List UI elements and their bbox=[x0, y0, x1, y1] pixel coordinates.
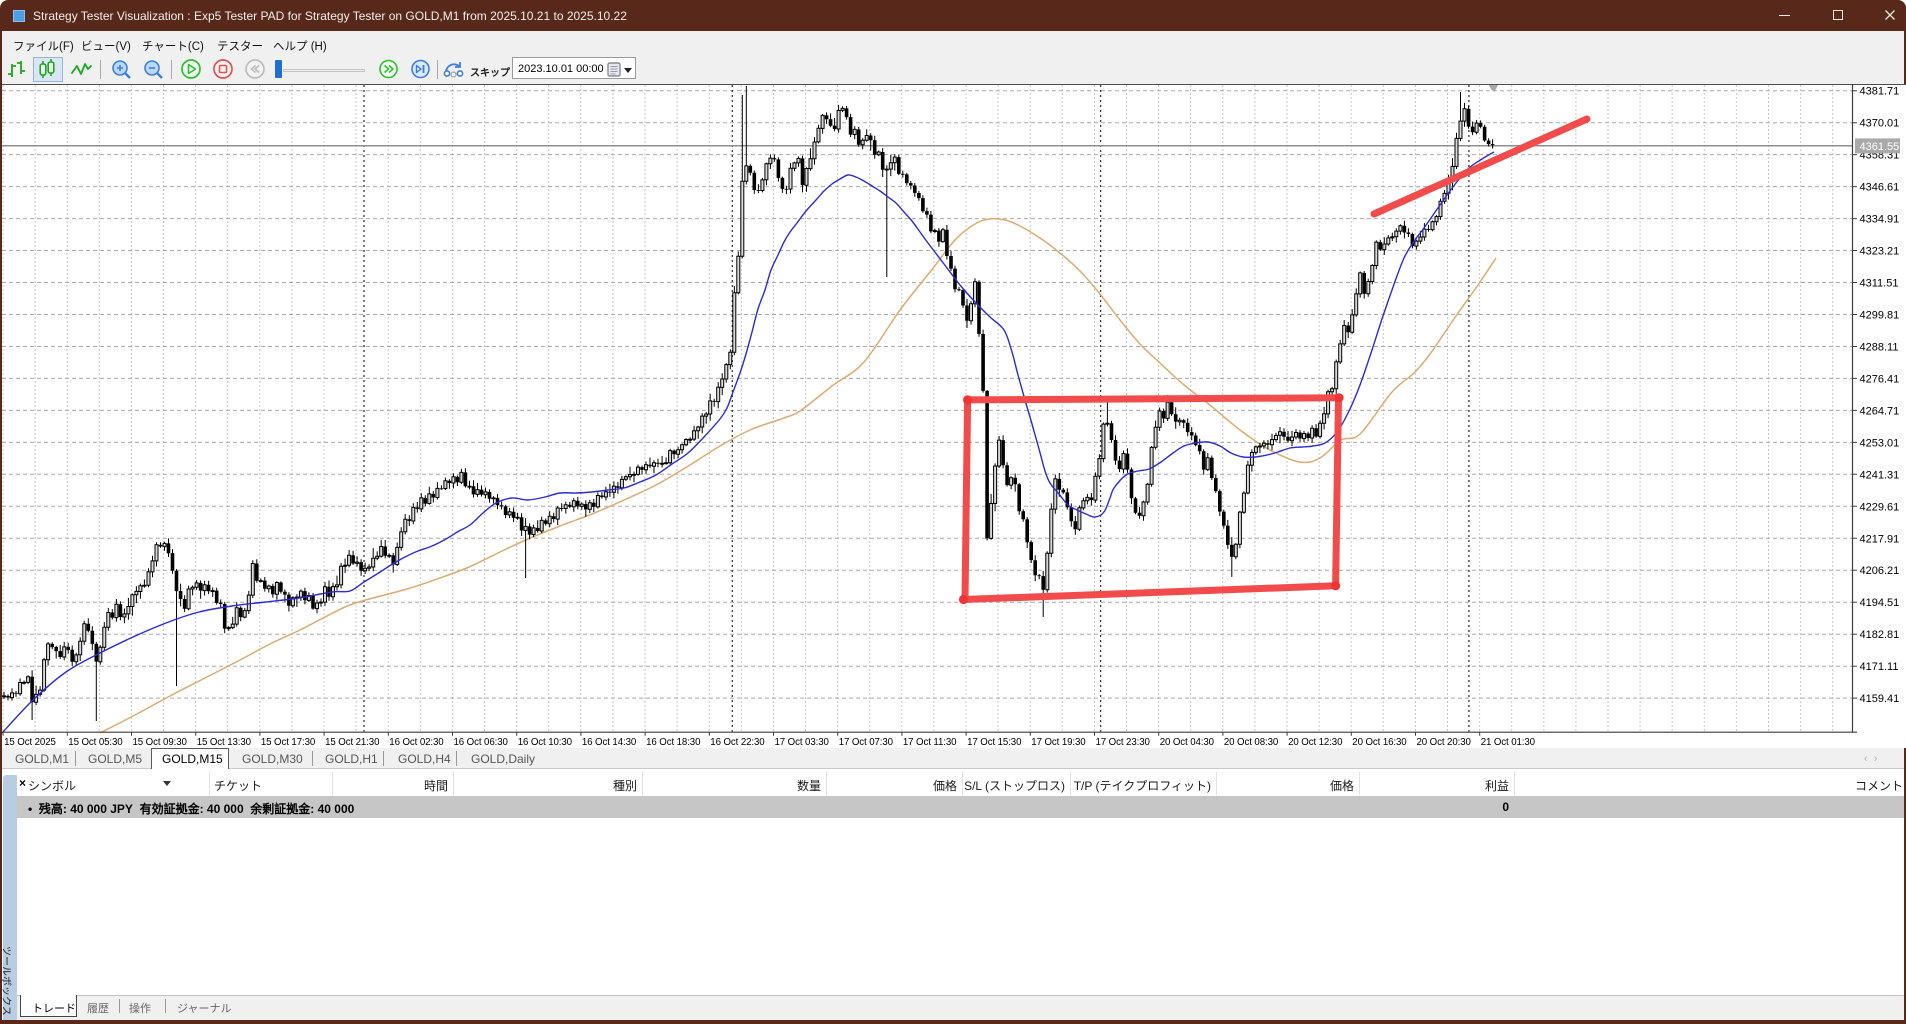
svg-text:21 Oct 01:30: 21 Oct 01:30 bbox=[1481, 737, 1536, 748]
svg-text:16 Oct 06:30: 16 Oct 06:30 bbox=[454, 737, 509, 748]
svg-text:4299.81: 4299.81 bbox=[1860, 310, 1900, 322]
svg-text:4253.01: 4253.01 bbox=[1860, 437, 1900, 449]
svg-text:4229.61: 4229.61 bbox=[1860, 501, 1900, 513]
svg-text:20 Oct 12:30: 20 Oct 12:30 bbox=[1288, 737, 1343, 748]
svg-text:20 Oct 20:30: 20 Oct 20:30 bbox=[1417, 737, 1472, 748]
svg-text:4288.11: 4288.11 bbox=[1860, 342, 1899, 354]
svg-text:17 Oct 07:30: 17 Oct 07:30 bbox=[839, 737, 894, 748]
svg-text:20 Oct 08:30: 20 Oct 08:30 bbox=[1224, 737, 1279, 748]
svg-text:15 Oct 13:30: 15 Oct 13:30 bbox=[197, 737, 252, 748]
svg-text:20 Oct 04:30: 20 Oct 04:30 bbox=[1160, 737, 1215, 748]
svg-text:15 Oct 17:30: 15 Oct 17:30 bbox=[261, 737, 316, 748]
svg-text:17 Oct 03:30: 17 Oct 03:30 bbox=[775, 737, 830, 748]
svg-text:16 Oct 02:30: 16 Oct 02:30 bbox=[389, 737, 444, 748]
svg-text:4311.51: 4311.51 bbox=[1860, 278, 1899, 290]
svg-text:4276.41: 4276.41 bbox=[1860, 373, 1900, 385]
svg-text:16 Oct 22:30: 16 Oct 22:30 bbox=[710, 737, 765, 748]
svg-text:20 Oct 16:30: 20 Oct 16:30 bbox=[1352, 737, 1407, 748]
svg-text:4370.01: 4370.01 bbox=[1860, 118, 1900, 130]
svg-text:4206.21: 4206.21 bbox=[1860, 565, 1900, 577]
svg-text:4334.91: 4334.91 bbox=[1860, 214, 1900, 226]
svg-text:15 Oct 2025: 15 Oct 2025 bbox=[4, 737, 56, 748]
svg-text:17 Oct 11:30: 17 Oct 11:30 bbox=[903, 737, 957, 748]
svg-text:17 Oct 19:30: 17 Oct 19:30 bbox=[1031, 737, 1086, 748]
svg-text:15 Oct 21:30: 15 Oct 21:30 bbox=[325, 737, 380, 748]
svg-text:4346.61: 4346.61 bbox=[1860, 182, 1900, 194]
svg-text:15 Oct 09:30: 15 Oct 09:30 bbox=[133, 737, 188, 748]
svg-text:16 Oct 18:30: 16 Oct 18:30 bbox=[646, 737, 701, 748]
svg-text:17 Oct 23:30: 17 Oct 23:30 bbox=[1096, 737, 1151, 748]
svg-text:17 Oct 15:30: 17 Oct 15:30 bbox=[967, 737, 1022, 748]
svg-text:4323.21: 4323.21 bbox=[1860, 246, 1900, 258]
svg-text:4381.71: 4381.71 bbox=[1860, 86, 1900, 98]
svg-text:4241.31: 4241.31 bbox=[1860, 469, 1900, 481]
svg-text:4182.81: 4182.81 bbox=[1860, 629, 1900, 641]
svg-text:16 Oct 14:30: 16 Oct 14:30 bbox=[582, 737, 637, 748]
svg-text:4217.91: 4217.91 bbox=[1860, 533, 1900, 545]
svg-text:4361.55: 4361.55 bbox=[1860, 141, 1900, 153]
svg-text:4171.11: 4171.11 bbox=[1860, 661, 1899, 673]
svg-text:4159.41: 4159.41 bbox=[1860, 693, 1900, 705]
svg-text:4194.51: 4194.51 bbox=[1860, 597, 1900, 609]
svg-text:4264.71: 4264.71 bbox=[1860, 405, 1900, 417]
svg-text:15 Oct 05:30: 15 Oct 05:30 bbox=[68, 737, 123, 748]
svg-text:16 Oct 10:30: 16 Oct 10:30 bbox=[518, 737, 573, 748]
